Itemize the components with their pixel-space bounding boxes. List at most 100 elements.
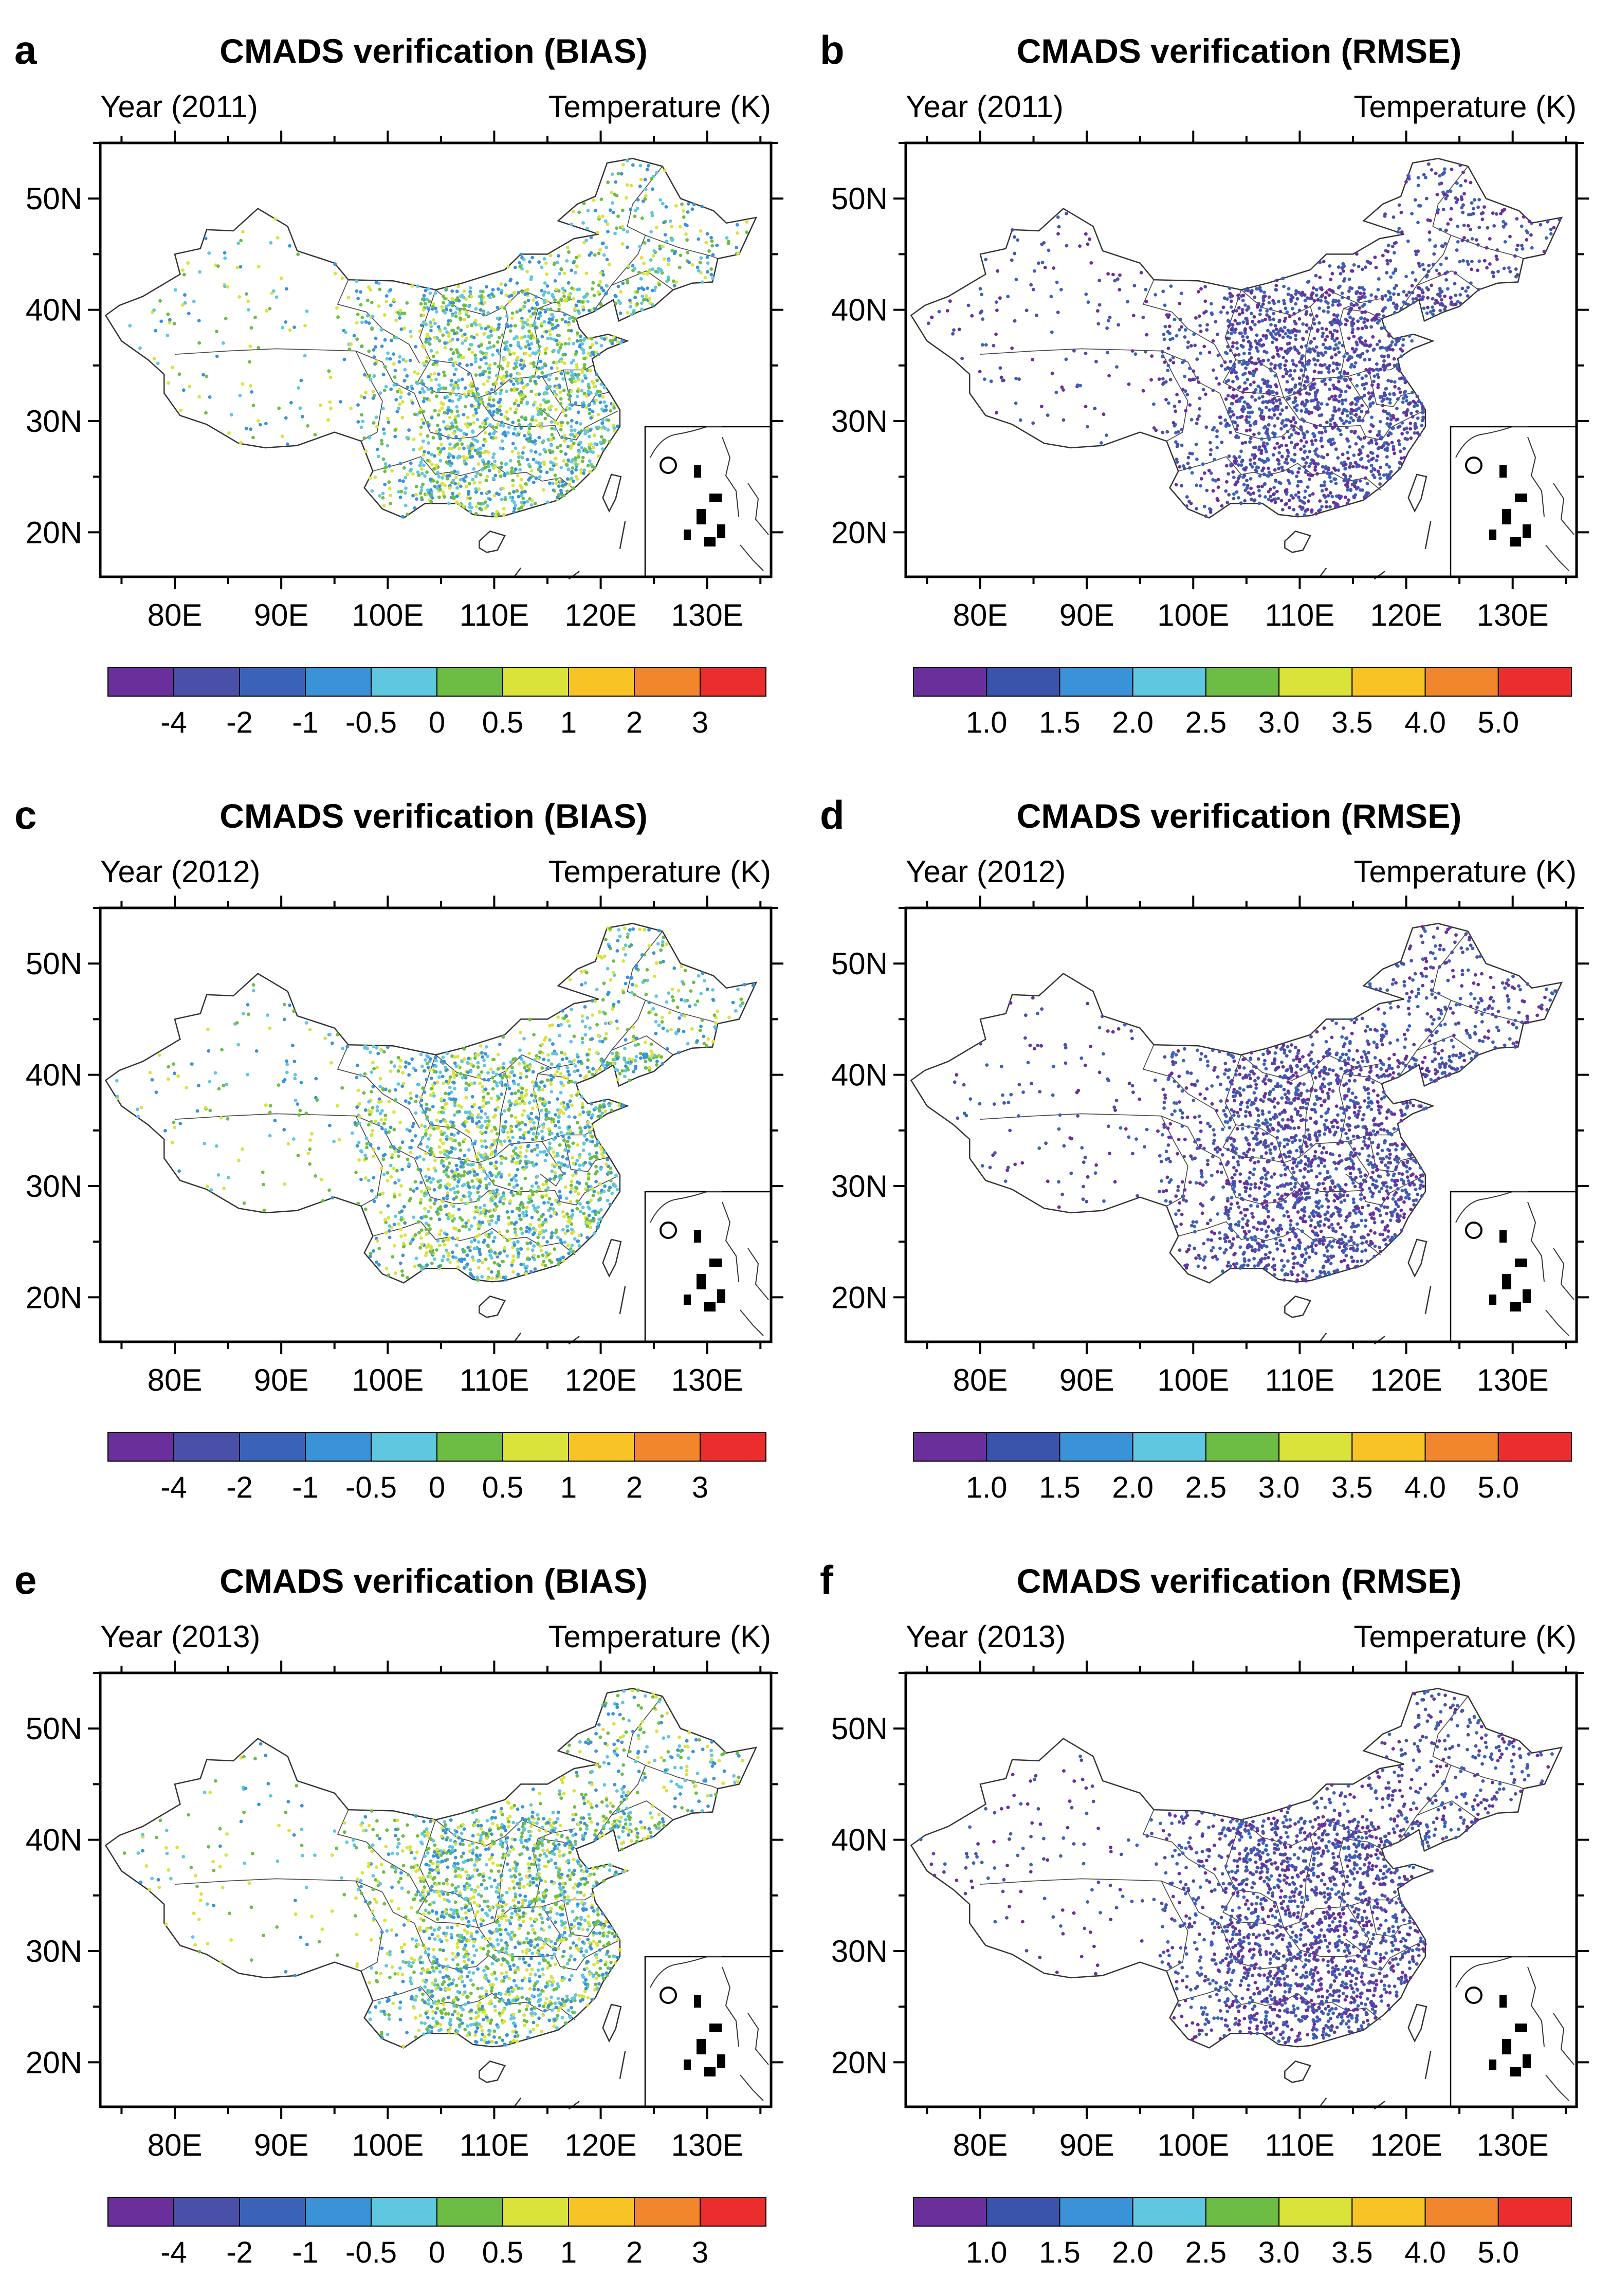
station-dot: [1273, 500, 1277, 504]
station-dot: [418, 390, 422, 394]
station-dot: [480, 326, 484, 330]
station-dot: [1254, 361, 1258, 366]
station-dot: [1307, 362, 1311, 366]
station-dot: [1349, 429, 1353, 433]
station-dot: [1420, 424, 1424, 427]
station-dot: [432, 318, 436, 322]
station-dot: [1323, 338, 1327, 342]
station-dot: [1086, 300, 1090, 304]
station-dot: [1237, 463, 1240, 467]
station-dot: [471, 384, 475, 388]
station-dot: [1197, 290, 1200, 294]
station-dot: [517, 404, 521, 407]
station-dot: [1229, 299, 1233, 303]
station-dot: [570, 222, 573, 226]
station-dot: [507, 1075, 511, 1079]
station-dot: [1257, 488, 1261, 493]
station-dot: [381, 457, 386, 461]
station-dot: [542, 1201, 546, 1205]
station-dot: [1433, 244, 1437, 248]
station-dot: [532, 298, 536, 302]
station-dot: [1375, 459, 1379, 463]
station-dot: [1425, 274, 1429, 278]
station-dot: [453, 415, 457, 419]
station-dot: [1304, 470, 1308, 475]
station-dot: [439, 433, 443, 436]
station-dot: [1275, 442, 1279, 446]
station-dot: [1347, 336, 1351, 340]
station-dot: [1377, 368, 1381, 372]
station-dot: [601, 288, 606, 293]
station-dot: [1236, 294, 1240, 297]
station-dot: [1207, 468, 1211, 472]
station-dot: [594, 307, 597, 311]
station-dot: [486, 1054, 490, 1058]
station-dot: [1350, 401, 1354, 405]
station-dot: [462, 289, 466, 293]
station-dot: [564, 463, 569, 467]
station-dot: [480, 298, 484, 302]
station-dot: [363, 373, 367, 377]
station-dot: [380, 442, 384, 446]
station-dot: [638, 184, 642, 188]
station-dot: [1435, 268, 1439, 272]
station-dot: [1297, 495, 1301, 499]
station-dot: [437, 428, 442, 432]
station-dot: [1252, 315, 1256, 319]
station-dot: [1356, 326, 1360, 331]
station-dot: [1116, 277, 1120, 281]
station-dot: [413, 412, 417, 416]
station-dot: [504, 370, 508, 374]
station-dot: [239, 441, 243, 445]
station-dot: [649, 230, 653, 234]
station-dot: [1409, 436, 1413, 440]
station-dot: [1358, 479, 1362, 483]
station-dot: [1303, 299, 1307, 303]
station-dot: [665, 279, 669, 283]
station-dot: [1179, 291, 1183, 296]
station-dot: [1345, 352, 1349, 356]
station-dot: [253, 315, 257, 319]
station-dot: [372, 374, 376, 378]
station-dot: [668, 219, 672, 223]
station-dot: [567, 323, 571, 326]
station-dot: [1258, 313, 1262, 316]
station-dot: [619, 172, 624, 176]
station-dot: [1367, 299, 1371, 303]
station-dot: [237, 295, 242, 299]
station-dot: [666, 275, 670, 279]
station-dot: [487, 335, 491, 339]
station-dot: [1284, 306, 1288, 311]
station-dot: [1224, 424, 1228, 428]
station-dot: [1329, 443, 1333, 447]
station-dot: [1312, 369, 1316, 373]
station-dot: [580, 1014, 584, 1018]
station-dot: [1410, 212, 1414, 215]
station-dot: [508, 300, 512, 304]
station-dot: [473, 319, 478, 322]
station-dot: [1175, 445, 1179, 448]
station-dot: [427, 339, 430, 343]
station-dot: [1454, 196, 1458, 200]
station-dot: [1165, 430, 1169, 434]
station-dot: [570, 369, 574, 373]
station-dot: [551, 481, 555, 485]
station-dot: [599, 303, 603, 307]
station-dot: [479, 447, 483, 451]
station-dot: [1249, 436, 1253, 441]
station-dot: [1331, 289, 1335, 293]
station-dot: [537, 392, 541, 396]
station-dot: [572, 319, 575, 323]
station-dot: [479, 295, 483, 299]
station-dot: [570, 432, 573, 436]
station-dot: [580, 370, 584, 374]
station-dot: [1226, 378, 1231, 382]
station-dot: [192, 299, 196, 303]
station-dot: [1387, 472, 1392, 476]
station-dot: [1360, 326, 1364, 331]
station-dot: [379, 328, 383, 332]
station-dot: [1494, 254, 1498, 258]
station-dot: [389, 494, 392, 497]
station-dot: [1330, 471, 1334, 475]
station-dot: [543, 291, 546, 295]
